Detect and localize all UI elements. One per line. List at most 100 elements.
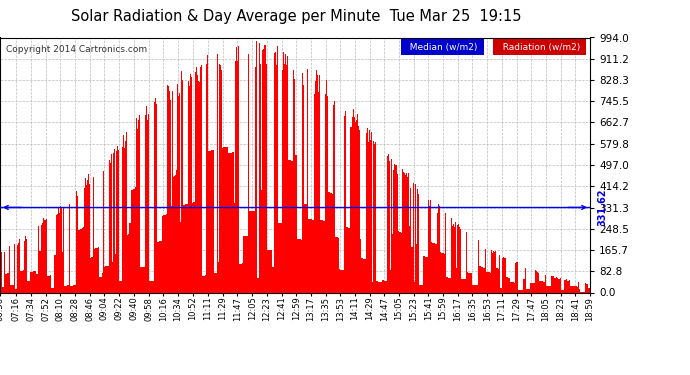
Bar	[540, 281, 541, 292]
Bar	[141, 267, 142, 292]
Bar	[180, 222, 181, 292]
Bar	[487, 272, 488, 292]
Bar	[287, 56, 288, 292]
Bar	[91, 257, 92, 292]
Bar	[444, 254, 445, 292]
Bar	[290, 160, 291, 292]
Bar	[49, 276, 50, 292]
Bar	[206, 64, 207, 292]
Bar	[452, 226, 453, 292]
Bar	[309, 219, 310, 292]
Bar	[245, 236, 246, 292]
Bar	[231, 153, 232, 292]
Bar	[414, 282, 415, 292]
Bar	[380, 282, 381, 292]
Bar	[337, 237, 338, 292]
Bar	[408, 226, 410, 292]
Bar	[217, 54, 218, 292]
Bar	[27, 281, 28, 292]
Bar	[344, 116, 345, 292]
Bar	[165, 214, 166, 292]
Bar	[426, 257, 428, 292]
Bar	[307, 69, 308, 292]
Bar	[184, 205, 185, 292]
Bar	[19, 274, 21, 292]
Bar	[325, 94, 326, 292]
Bar	[202, 276, 203, 292]
Bar	[115, 254, 116, 292]
Bar	[62, 252, 63, 292]
Bar	[451, 218, 452, 292]
Bar	[181, 70, 182, 292]
Bar	[63, 286, 64, 292]
Bar	[137, 129, 138, 292]
Bar	[377, 282, 378, 292]
Bar	[243, 236, 244, 292]
Bar	[208, 151, 209, 292]
Text: Radiation (w/m2): Radiation (w/m2)	[497, 43, 583, 52]
Bar	[261, 190, 262, 292]
Bar	[213, 150, 214, 292]
Bar	[528, 289, 529, 292]
Bar	[493, 250, 495, 292]
Bar	[412, 247, 413, 292]
Bar	[194, 202, 195, 292]
Bar	[522, 290, 523, 292]
Bar	[446, 277, 447, 292]
Bar	[510, 282, 511, 292]
Bar	[376, 281, 377, 292]
Bar	[379, 282, 380, 292]
Bar	[568, 281, 569, 292]
Bar	[483, 268, 484, 292]
Bar	[237, 61, 238, 292]
Bar	[54, 255, 55, 292]
Bar	[470, 273, 471, 292]
Bar	[365, 259, 366, 292]
Bar	[58, 208, 59, 292]
Bar	[518, 290, 519, 292]
Bar	[37, 229, 39, 292]
Bar	[585, 284, 586, 292]
Bar	[384, 280, 385, 292]
Bar	[402, 168, 403, 292]
Bar	[457, 224, 459, 292]
Bar	[438, 204, 439, 292]
Bar	[193, 202, 194, 292]
Bar	[215, 273, 216, 292]
Bar	[551, 277, 553, 292]
Bar	[569, 291, 571, 292]
Bar	[268, 250, 269, 292]
Bar	[354, 117, 355, 292]
Bar	[220, 65, 221, 292]
Bar	[21, 271, 22, 292]
Bar	[372, 282, 373, 292]
Bar	[319, 75, 320, 292]
Bar	[564, 280, 566, 292]
Bar	[160, 241, 161, 292]
Bar	[147, 120, 148, 292]
Bar	[84, 188, 85, 292]
Bar	[497, 268, 499, 292]
Bar	[66, 285, 67, 292]
Bar	[456, 268, 457, 292]
Bar	[83, 227, 84, 292]
Bar	[212, 150, 213, 292]
Bar	[127, 235, 128, 292]
Bar	[431, 242, 432, 292]
Bar	[204, 276, 205, 292]
Bar	[555, 279, 557, 292]
Bar	[509, 278, 510, 292]
Bar	[24, 241, 26, 292]
Bar	[478, 240, 479, 292]
Bar	[356, 120, 357, 292]
Bar	[370, 133, 371, 292]
Bar	[263, 49, 264, 292]
Bar	[515, 262, 517, 292]
Bar	[342, 270, 343, 292]
Bar	[267, 250, 268, 292]
Text: Median (w/m2): Median (w/m2)	[404, 43, 480, 52]
Bar	[491, 250, 492, 292]
Bar	[0, 251, 1, 292]
Bar	[44, 219, 45, 292]
Bar	[406, 173, 407, 292]
